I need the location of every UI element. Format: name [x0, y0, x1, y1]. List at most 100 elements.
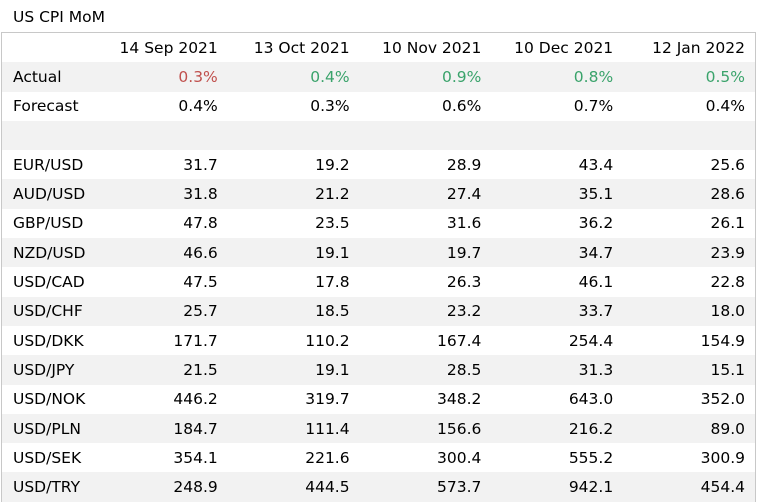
pair-value: 46.6	[96, 238, 228, 268]
column-header: 10 Nov 2021	[382, 38, 482, 57]
pair-label: EUR/USD	[13, 155, 84, 174]
corner-cell	[2, 33, 96, 62]
pair-row: USD/NOK 446.2 319.7 348.2 643.0 352.0	[2, 385, 755, 414]
pair-value: 31.6	[446, 214, 482, 233]
spacer-cell	[359, 120, 492, 151]
spacer-row	[2, 120, 755, 151]
pair-value: 31.8	[96, 179, 228, 209]
pair-value: 25.6	[710, 155, 745, 174]
pair-label: USD/CHF	[2, 296, 96, 326]
pair-label: USD/JPY	[2, 355, 96, 385]
pair-label: USD/NOK	[13, 390, 86, 409]
pair-row: AUD/USD 31.8 21.2 27.4 35.1 28.6	[2, 179, 755, 209]
pair-value: 319.7	[305, 390, 350, 409]
pair-value: 46.1	[578, 273, 614, 292]
pair-label: GBP/USD	[13, 214, 84, 233]
actual-value: 0.4%	[227, 62, 360, 92]
pair-value: 300.9	[700, 448, 745, 467]
pair-value: 18.0	[623, 296, 755, 326]
pair-value: 31.3	[491, 355, 624, 385]
forecast-value: 0.6%	[442, 97, 482, 116]
pair-value: 555.2	[568, 448, 614, 467]
pair-value: 27.4	[359, 179, 492, 209]
pair-value: 446.2	[173, 390, 218, 409]
column-header: 10 Dec 2021	[514, 38, 614, 57]
pair-value: 444.5	[227, 472, 360, 502]
pair-value: 23.9	[623, 238, 755, 268]
pair-value: 352.0	[700, 390, 745, 409]
pair-value: 454.4	[623, 472, 755, 502]
pair-value: 28.6	[623, 179, 755, 209]
pair-value: 348.2	[437, 390, 482, 409]
cpi-table: 14 Sep 2021 13 Oct 2021 10 Nov 2021 10 D…	[2, 33, 755, 502]
spacer-cell	[96, 120, 228, 151]
pair-value: 110.2	[305, 331, 350, 350]
actual-value: 0.3%	[96, 62, 228, 92]
pair-row: GBP/USD 47.8 23.5 31.6 36.2 26.1	[2, 209, 755, 238]
pair-value: 89.0	[623, 413, 755, 444]
pair-value: 19.1	[227, 355, 360, 385]
pair-value: 643.0	[568, 390, 614, 409]
pair-value: 47.8	[183, 214, 218, 233]
pair-label: NZD/USD	[2, 238, 96, 268]
pair-value: 221.6	[305, 448, 350, 467]
pair-value: 21.2	[227, 179, 360, 209]
column-header: 13 Oct 2021	[253, 38, 350, 57]
pair-value: 216.2	[491, 413, 624, 444]
pair-value: 34.7	[491, 238, 624, 268]
pair-value: 573.7	[359, 472, 492, 502]
pair-value: 354.1	[173, 448, 218, 467]
pair-value: 184.7	[96, 413, 228, 444]
pair-value: 22.8	[710, 273, 745, 292]
pair-row: USD/DKK 171.7 110.2 167.4 254.4 154.9	[2, 326, 755, 355]
forecast-value: 0.4%	[178, 97, 218, 116]
row-label: Actual	[2, 62, 96, 92]
pair-value: 21.5	[96, 355, 228, 385]
pair-row: USD/PLN 184.7 111.4 156.6 216.2 89.0	[2, 413, 755, 444]
pair-value: 156.6	[359, 413, 492, 444]
column-header: 14 Sep 2021	[119, 38, 218, 57]
pair-value: 15.1	[623, 355, 755, 385]
pair-value: 18.5	[227, 296, 360, 326]
pair-label: USD/TRY	[2, 472, 96, 502]
pair-row: EUR/USD 31.7 19.2 28.9 43.4 25.6	[2, 150, 755, 179]
actual-value: 0.8%	[491, 62, 624, 92]
pair-row: USD/SEK 354.1 221.6 300.4 555.2 300.9	[2, 443, 755, 472]
pair-value: 19.7	[359, 238, 492, 268]
pair-value: 167.4	[437, 331, 482, 350]
pair-value: 171.7	[173, 331, 218, 350]
pair-value: 43.4	[578, 155, 614, 174]
spacer-cell	[227, 120, 360, 151]
pair-value: 248.9	[96, 472, 228, 502]
pair-row: USD/TRY 248.9 444.5 573.7 942.1 454.4	[2, 472, 755, 502]
pair-value: 154.9	[700, 331, 745, 350]
pair-value: 31.7	[183, 155, 218, 174]
pair-value: 26.1	[710, 214, 745, 233]
table-title: US CPI MoM	[13, 8, 106, 26]
column-header: 12 Jan 2022	[652, 38, 745, 57]
pair-value: 36.2	[578, 214, 614, 233]
actual-value: 0.5%	[623, 62, 755, 92]
header-row: 14 Sep 2021 13 Oct 2021 10 Nov 2021 10 D…	[2, 33, 755, 62]
pair-value: 23.2	[359, 296, 492, 326]
pair-value: 19.1	[227, 238, 360, 268]
forecast-value: 0.3%	[310, 97, 350, 116]
pair-label: USD/SEK	[13, 448, 82, 467]
forecast-row: Forecast 0.4% 0.3% 0.6% 0.7% 0.4%	[2, 92, 755, 121]
pair-value: 17.8	[315, 273, 350, 292]
pair-value: 33.7	[491, 296, 624, 326]
pair-value: 111.4	[227, 413, 360, 444]
pair-label: USD/DKK	[13, 331, 84, 350]
row-label: Forecast	[13, 97, 79, 116]
forecast-value: 0.4%	[705, 97, 745, 116]
pair-value: 25.7	[96, 296, 228, 326]
pair-value: 19.2	[315, 155, 350, 174]
pair-value: 300.4	[437, 448, 482, 467]
pair-label: AUD/USD	[2, 179, 96, 209]
pair-value: 47.5	[183, 273, 218, 292]
pair-row: USD/CHF 25.7 18.5 23.2 33.7 18.0	[2, 296, 755, 326]
actual-row: Actual 0.3% 0.4% 0.9% 0.8% 0.5%	[2, 62, 755, 92]
spacer-cell	[491, 120, 624, 151]
forecast-value: 0.7%	[573, 97, 614, 116]
pair-row: NZD/USD 46.6 19.1 19.7 34.7 23.9	[2, 238, 755, 268]
